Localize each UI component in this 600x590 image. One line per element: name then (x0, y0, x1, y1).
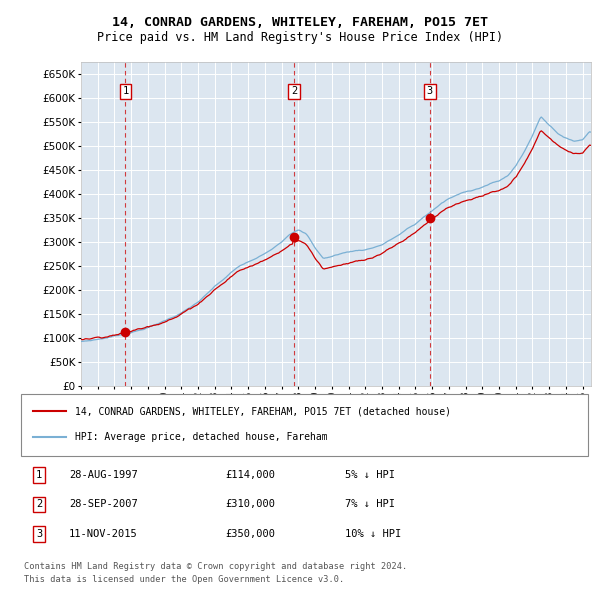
Text: 28-AUG-1997: 28-AUG-1997 (69, 470, 138, 480)
Text: 7% ↓ HPI: 7% ↓ HPI (345, 500, 395, 509)
Text: 5% ↓ HPI: 5% ↓ HPI (345, 470, 395, 480)
Text: 28-SEP-2007: 28-SEP-2007 (69, 500, 138, 509)
Text: Price paid vs. HM Land Registry's House Price Index (HPI): Price paid vs. HM Land Registry's House … (97, 31, 503, 44)
Text: £350,000: £350,000 (225, 529, 275, 539)
Text: 3: 3 (427, 86, 433, 96)
Text: 14, CONRAD GARDENS, WHITELEY, FAREHAM, PO15 7ET (detached house): 14, CONRAD GARDENS, WHITELEY, FAREHAM, P… (75, 406, 451, 416)
Text: 1: 1 (122, 86, 128, 96)
Text: HPI: Average price, detached house, Fareham: HPI: Average price, detached house, Fare… (75, 432, 328, 442)
Text: £114,000: £114,000 (225, 470, 275, 480)
Text: 2: 2 (36, 500, 42, 509)
Text: 14, CONRAD GARDENS, WHITELEY, FAREHAM, PO15 7ET: 14, CONRAD GARDENS, WHITELEY, FAREHAM, P… (112, 16, 488, 29)
Text: 10% ↓ HPI: 10% ↓ HPI (345, 529, 401, 539)
Text: This data is licensed under the Open Government Licence v3.0.: This data is licensed under the Open Gov… (24, 575, 344, 584)
Text: 11-NOV-2015: 11-NOV-2015 (69, 529, 138, 539)
Text: 2: 2 (291, 86, 297, 96)
Text: 3: 3 (36, 529, 42, 539)
Text: 1: 1 (36, 470, 42, 480)
Text: £310,000: £310,000 (225, 500, 275, 509)
Text: Contains HM Land Registry data © Crown copyright and database right 2024.: Contains HM Land Registry data © Crown c… (24, 562, 407, 571)
